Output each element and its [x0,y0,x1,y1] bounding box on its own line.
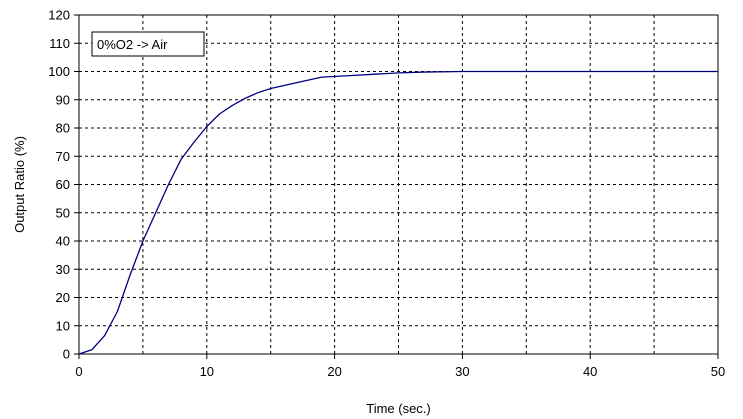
x-tick-label: 20 [327,364,341,379]
annotation-text: 0%O2 -> Air [97,37,168,52]
y-tick-label: 20 [56,290,70,305]
y-tick-label: 30 [56,262,70,277]
y-tick-label: 10 [56,318,70,333]
grid [79,15,718,354]
annotation-frame [91,31,205,57]
x-tick-label: 50 [711,364,725,379]
series-line-0 [78,70,718,355]
annotation-box: 0%O2 -> Air [91,31,205,57]
y-axis-title: Output Ratio (%) [12,136,27,233]
y-tick-label: 100 [48,64,70,79]
y-tick-label: 110 [49,36,70,51]
y-tick-label: 40 [56,234,70,249]
y-tick-label: 70 [56,149,70,164]
axis-ticks: 0 10 20 30 40 50 60 70 80 90 100 110 120 0 10 20 30 40 50 [48,8,725,380]
x-tick-label: 10 [200,364,214,379]
series-layer [78,70,718,355]
y-tick-label: 80 [56,121,70,136]
y-tick-label: 120 [48,8,70,23]
x-tick-label: 0 [75,364,82,379]
y-tick-label: 50 [56,205,70,220]
y-tick-label: 0 [63,347,70,362]
x-axis-title: Time (sec.) [366,401,431,416]
y-tick-label: 90 [56,92,70,107]
y-tick-label: 60 [56,177,70,192]
x-tick-label: 30 [455,364,469,379]
x-tick-label: 40 [583,364,597,379]
